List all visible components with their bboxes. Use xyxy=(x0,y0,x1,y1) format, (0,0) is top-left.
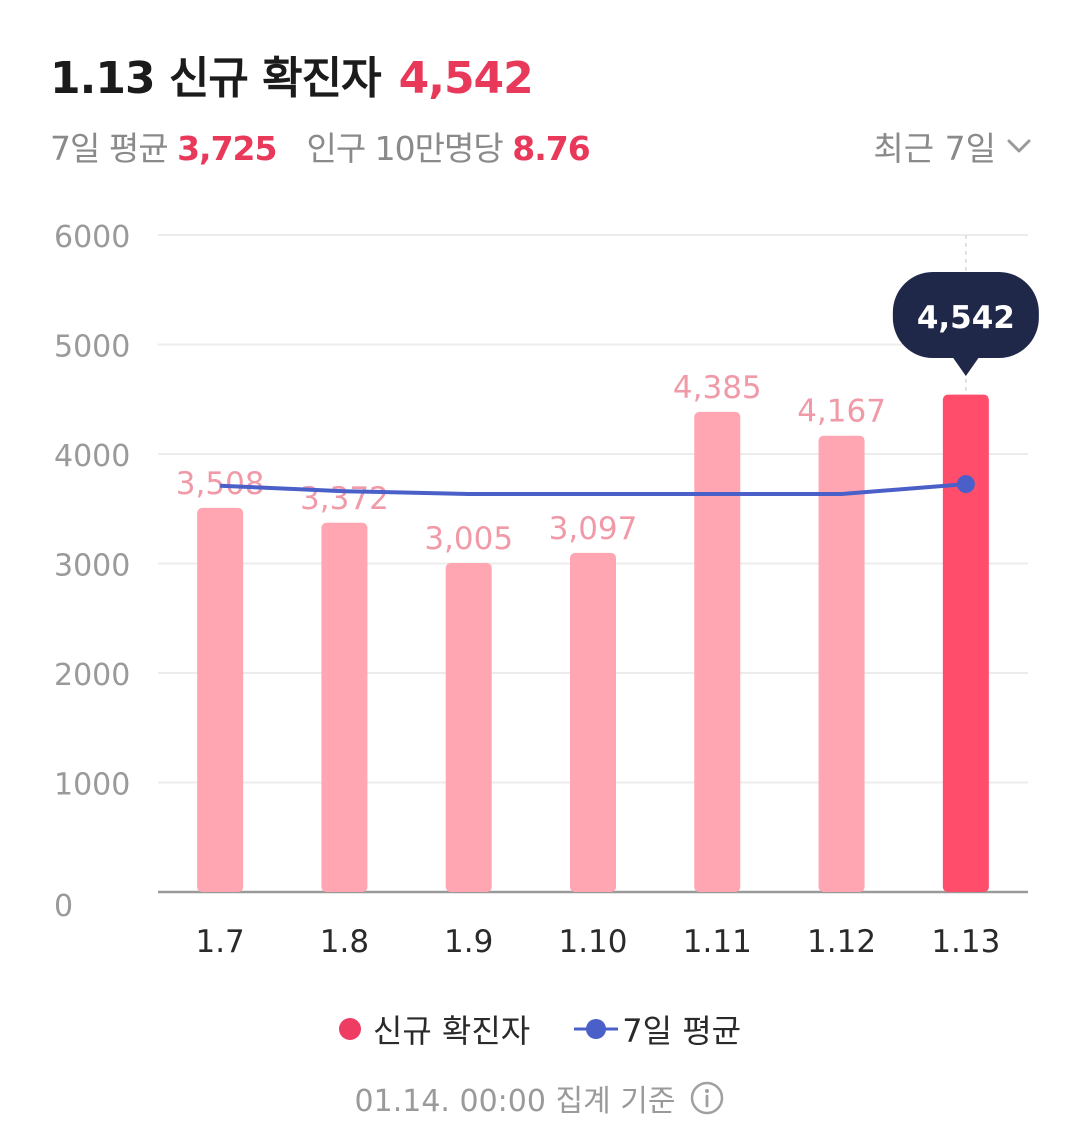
legend-new-cases-label: 신규 확진자 xyxy=(372,1012,531,1050)
x-tick-label: 1.11 xyxy=(683,924,752,960)
info-icon[interactable] xyxy=(689,1080,725,1116)
header-subtitle: 7일 평균 3,725 인구 10만명당 8.76 xyxy=(50,122,591,170)
x-tick-label: 1.13 xyxy=(931,924,1000,960)
bar-value-label: 3,372 xyxy=(300,481,389,517)
x-tick-label: 1.12 xyxy=(807,924,876,960)
bar xyxy=(445,562,492,892)
cases-chart: 6000 5000 4000 3000 2000 1000 0 3,508 3,372 3,005… xyxy=(54,220,1039,960)
bar-value-label: 4,167 xyxy=(797,394,886,430)
legend-item-7day-avg[interactable]: 7일 평균 xyxy=(574,1006,741,1052)
tooltip-bubble xyxy=(892,272,1039,358)
y-tick-label: 2000 xyxy=(54,658,130,693)
aggregation-time: 01.14. 00:00 집계 기준 xyxy=(354,1084,676,1119)
y-tick-label: 3000 xyxy=(54,549,130,584)
per-capita-value: 8.76 xyxy=(512,129,590,168)
per-capita-label: 인구 10만명당 xyxy=(306,129,503,168)
x-tick-label: 1.8 xyxy=(320,924,369,960)
y-tick-label: 1000 xyxy=(54,768,130,803)
bar-value-label: 3,097 xyxy=(549,511,638,547)
avg-label: 7일 평균 xyxy=(50,129,169,168)
title-text: 1.13 신규 확진자 xyxy=(50,53,382,104)
legend-line-icon xyxy=(574,1019,619,1039)
y-tick-label: 6000 xyxy=(54,220,130,255)
x-tick-label: 1.7 xyxy=(195,924,244,960)
bar xyxy=(321,522,368,892)
y-tick-label: 5000 xyxy=(54,330,130,365)
legend-item-new-cases[interactable]: 신규 확진자 xyxy=(338,1006,531,1052)
footer: 01.14. 00:00 집계 기준 xyxy=(0,1076,1080,1120)
avg-line xyxy=(220,482,967,496)
legend-dot-icon xyxy=(338,1018,361,1040)
legend-7day-avg-label: 7일 평균 xyxy=(622,1012,742,1050)
chevron-down-icon xyxy=(1007,139,1031,153)
header-title: 1.13 신규 확진자 4,542 xyxy=(50,42,534,106)
period-selector[interactable]: 최근 7일 xyxy=(873,122,1032,170)
bar xyxy=(942,394,989,892)
bar xyxy=(197,507,244,892)
new-cases-value: 4,542 xyxy=(398,53,534,104)
x-tick-label: 1.9 xyxy=(444,924,493,960)
bar-value-label: 3,005 xyxy=(424,521,513,557)
tooltip-value: 4,542 xyxy=(917,300,1015,336)
period-label: 최근 7일 xyxy=(873,129,996,168)
bar-value-label: 4,385 xyxy=(673,370,762,406)
bar-value-label: 3,508 xyxy=(176,466,265,502)
y-tick-label: 0 xyxy=(54,889,73,924)
avg-value: 3,725 xyxy=(177,129,277,168)
bar xyxy=(694,411,741,892)
bar xyxy=(818,435,865,892)
bar xyxy=(570,552,616,892)
x-tick-label: 1.10 xyxy=(558,924,627,960)
legend: 신규 확진자 7일 평균 xyxy=(0,1006,1080,1052)
tooltip-pointer xyxy=(951,356,980,376)
y-tick-label: 4000 xyxy=(54,439,130,474)
avg-point xyxy=(956,475,975,494)
